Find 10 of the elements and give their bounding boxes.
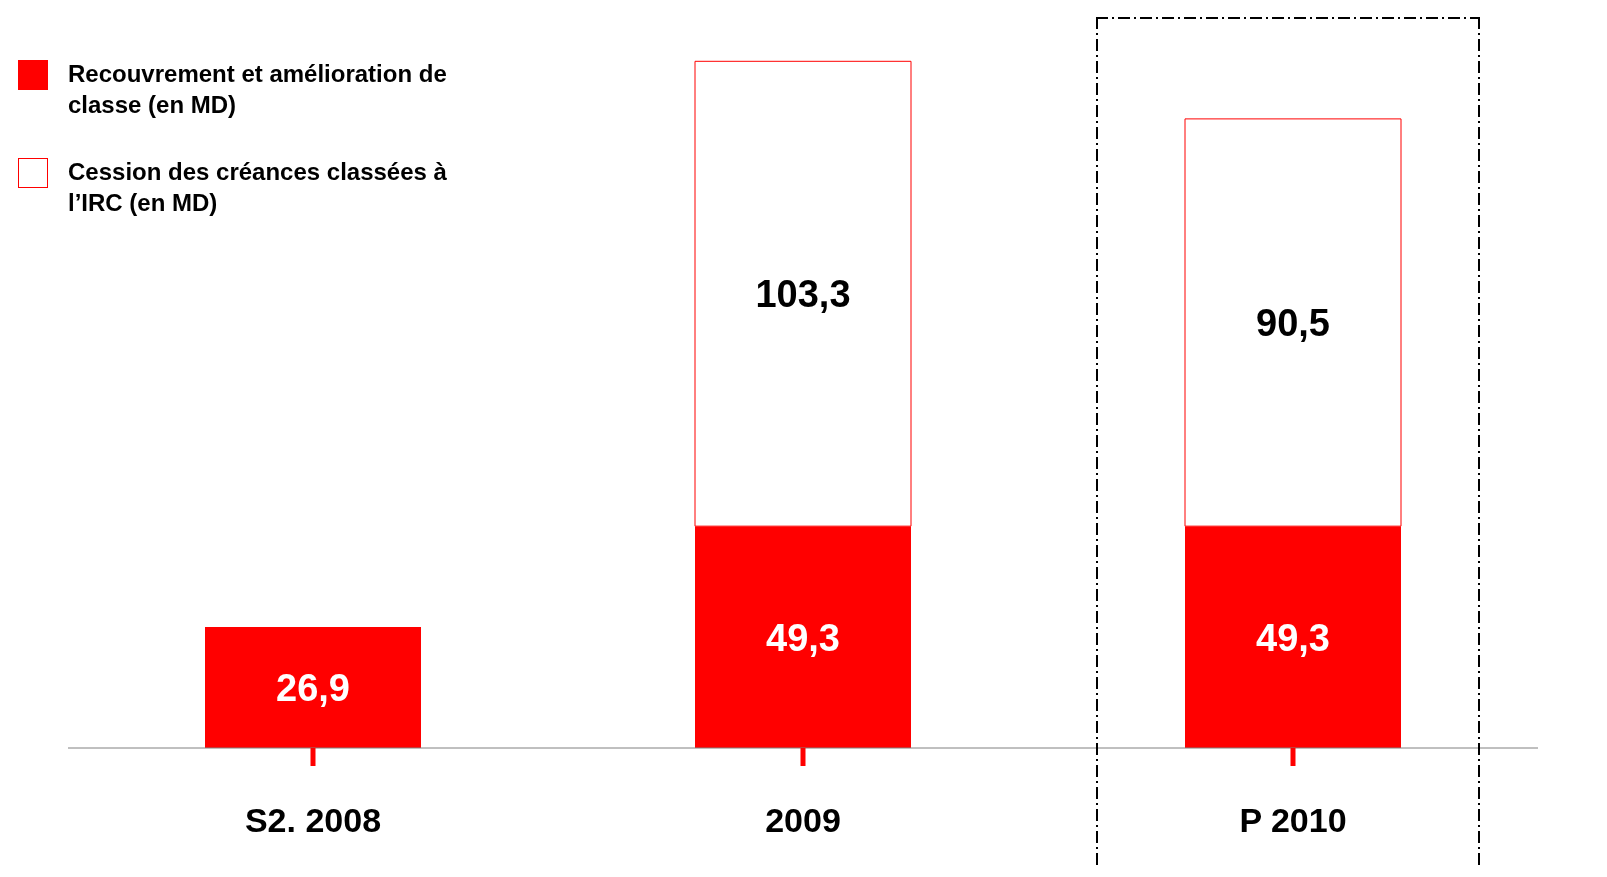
data-label: 49,3 [1256,616,1330,659]
data-label: 103,3 [755,273,851,316]
x-tick-label: S2. 2008 [244,801,382,840]
legend-label: Cession des créances classées à l’IRC (en MD) [68,157,448,218]
x-tick-label: 2009 [765,801,841,840]
legend-label: Recouvrement et amélioration de classe (en MD) [68,59,448,120]
x-tick-label: P 2010 [1239,801,1347,840]
data-label: 26,9 [276,666,350,709]
data-label: 90,5 [1256,302,1330,345]
data-label: 49,3 [766,616,840,659]
